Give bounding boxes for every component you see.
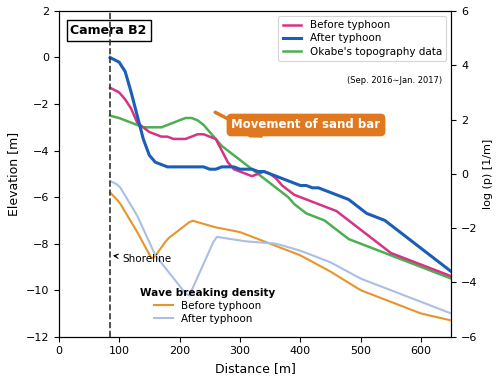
Y-axis label: Elevation [m]: Elevation [m] (7, 132, 20, 216)
Text: Shoreline: Shoreline (114, 254, 172, 264)
Text: (Sep. 2016∼Jan. 2017): (Sep. 2016∼Jan. 2017) (348, 76, 442, 85)
Legend: Before typhoon, After typhoon: Before typhoon, After typhoon (136, 284, 280, 328)
X-axis label: Distance [m]: Distance [m] (214, 362, 296, 375)
Y-axis label: log (p) [1/m]: log (p) [1/m] (483, 139, 493, 209)
Text: Camera B2: Camera B2 (70, 24, 147, 37)
Text: Movement of sand bar: Movement of sand bar (232, 118, 380, 131)
